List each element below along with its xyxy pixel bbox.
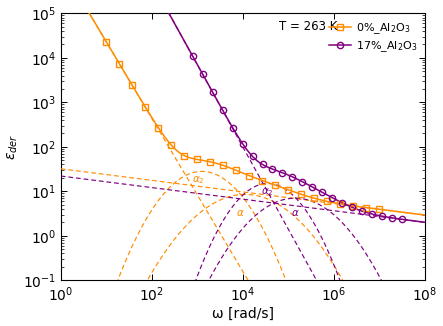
X-axis label: ω [rad/s]: ω [rad/s]	[212, 306, 274, 320]
Text: $\alpha_2$: $\alpha_2$	[261, 186, 274, 198]
Legend: 0%_Al$_2$O$_3$, 17%_Al$_2$O$_3$: 0%_Al$_2$O$_3$, 17%_Al$_2$O$_3$	[324, 17, 421, 59]
Text: $\alpha_2$: $\alpha_2$	[192, 174, 205, 186]
Text: $\alpha$: $\alpha$	[291, 208, 299, 218]
Text: T = 263 K: T = 263 K	[279, 20, 338, 33]
Y-axis label: $\varepsilon_{der}$: $\varepsilon_{der}$	[6, 134, 20, 160]
Text: $\alpha$: $\alpha$	[237, 208, 245, 218]
